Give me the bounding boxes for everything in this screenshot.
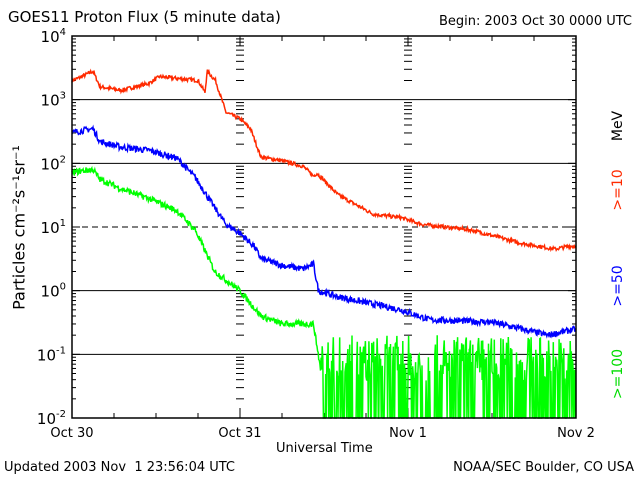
y-tick-label: 101 — [41, 218, 66, 237]
x-tick-label: Nov 1 — [389, 426, 427, 441]
x-tick-label: Oct 30 — [50, 426, 93, 441]
x-tick-label: Oct 31 — [218, 426, 261, 441]
begin-time: Begin: 2003 Oct 30 0000 UTC — [438, 14, 632, 29]
updated-time: Updated 2003 Nov 1 23:56:04 UTC — [4, 460, 236, 475]
y-tick-label: 103 — [41, 91, 66, 110]
y-tick-label: 104 — [41, 27, 66, 46]
chart-title: GOES11 Proton Flux (5 minute data) — [8, 8, 281, 26]
y-tick-label: 10-1 — [37, 345, 66, 364]
source-label: NOAA/SEC Boulder, CO USA — [453, 460, 634, 475]
y-tick-label: 100 — [41, 282, 66, 301]
y-tick-label: 102 — [41, 154, 66, 173]
x-axis-label: Universal Time — [276, 441, 373, 456]
series-line-ge50 — [71, 124, 577, 339]
plot-frame — [71, 35, 577, 419]
x-tick-label: Nov 2 — [557, 426, 595, 441]
series-line-ge10 — [71, 68, 576, 253]
